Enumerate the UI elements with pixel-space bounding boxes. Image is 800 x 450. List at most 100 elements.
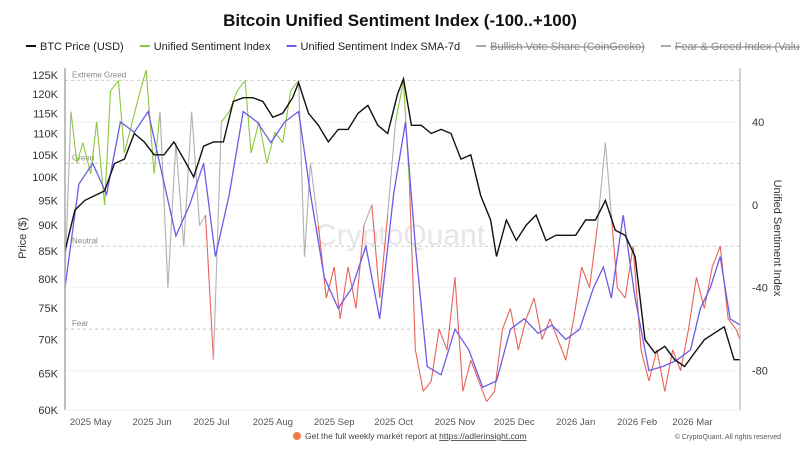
sentiment-segment xyxy=(379,215,389,299)
sentiment-segment xyxy=(517,318,527,351)
sentiment-segment xyxy=(589,225,599,288)
sentiment-segment xyxy=(159,111,169,288)
legend-item-0[interactable]: BTC Price (USD) xyxy=(40,41,124,53)
sentiment-segment xyxy=(596,142,606,226)
sentiment-segment xyxy=(604,142,612,216)
y-left-tick: 65K xyxy=(38,368,58,380)
sentiment-segment xyxy=(266,132,276,164)
sentiment-segment xyxy=(549,318,559,340)
y-right-tick: 0 xyxy=(752,200,758,212)
zone-label: Extreme Greed xyxy=(72,70,126,79)
legend-item-3[interactable]: Bullish Vote Share (CoinGecko) xyxy=(490,41,645,53)
legend: BTC Price (USD) Unified Sentiment Index Un… xyxy=(26,41,800,53)
sentiment-segment xyxy=(204,215,215,361)
y-left-tick: 120K xyxy=(32,89,58,101)
sentiment-segment xyxy=(509,308,519,350)
sentiment-segment xyxy=(462,360,472,392)
sentiment-segment xyxy=(298,80,306,257)
sentiment-segment xyxy=(153,111,161,174)
sentiment-segment xyxy=(735,328,741,340)
report-dot-icon xyxy=(293,432,301,440)
sentiment-segment xyxy=(371,204,381,299)
sentiment-segment xyxy=(199,214,207,226)
sentiment-segment xyxy=(557,339,567,361)
sentiment-segment xyxy=(501,308,511,330)
y-right-label: Unified Sentiment Index xyxy=(771,180,783,297)
x-tick: 2026 Jan xyxy=(556,417,595,428)
sentiment-segment xyxy=(282,90,292,143)
sentiment-segment xyxy=(438,328,448,351)
sentiment-segment xyxy=(117,80,125,154)
sentiment-segment xyxy=(656,349,666,392)
sentiment-segment xyxy=(110,80,119,92)
legend-item-4[interactable]: Fear & Greed Index (Value) xyxy=(675,41,800,53)
sentiment-segment xyxy=(422,380,432,392)
sentiment-segment xyxy=(309,163,319,226)
watermark: CryptoQuant xyxy=(315,219,486,252)
y-left-tick: 80K xyxy=(38,274,58,286)
sentiment-segment xyxy=(339,266,349,319)
footer-text: Get the full weekly market report at htt… xyxy=(305,431,527,441)
y-right-tick: -40 xyxy=(752,283,768,295)
sentiment-segment xyxy=(430,329,440,382)
y-left-tick: 90K xyxy=(38,220,58,232)
sentiment-segment xyxy=(131,90,141,123)
zone-label: Greed xyxy=(72,153,94,162)
sentiment-segment xyxy=(183,111,193,247)
sentiment-segment xyxy=(212,121,222,361)
sentiment-segment xyxy=(355,225,365,309)
x-tick: 2025 Jun xyxy=(133,417,172,428)
sentiment-segment xyxy=(525,297,535,319)
y-left-tick: 125K xyxy=(32,70,58,82)
x-tick: 2026 Mar xyxy=(672,417,712,428)
x-tick: 2025 Nov xyxy=(435,417,476,428)
sentiment-segment xyxy=(387,121,397,216)
sentiment-segment xyxy=(325,266,335,299)
sma-7d-line xyxy=(64,109,741,389)
x-tick: 2025 Oct xyxy=(374,417,413,428)
x-tick: 2025 Dec xyxy=(494,417,535,428)
x-tick: 2025 Sep xyxy=(314,417,355,428)
sentiment-segment xyxy=(533,297,543,340)
sentiment-segment xyxy=(408,184,416,350)
y-left-tick: 70K xyxy=(38,335,58,347)
x-tick: 2025 Aug xyxy=(253,417,293,428)
sentiment-segment xyxy=(395,80,405,122)
sentiment-segment xyxy=(640,349,650,382)
sentiment-segment xyxy=(258,121,268,164)
chart-title: Bitcoin Unified Sentiment Index (-100..+… xyxy=(223,11,577,30)
legend-item-2[interactable]: Unified Sentiment Index SMA-7d xyxy=(301,41,461,53)
sentiment-segment xyxy=(250,121,260,154)
y-left-label: Price ($) xyxy=(17,217,29,259)
y-right-tick: 40 xyxy=(752,117,764,129)
sentiment-segment xyxy=(139,69,147,91)
footer-link[interactable]: https://adlerinsight.com xyxy=(439,431,526,441)
sentiment-segment xyxy=(565,318,575,361)
sentiment-segment xyxy=(191,111,201,226)
legend-item-1[interactable]: Unified Sentiment Index xyxy=(154,41,271,53)
sentiment-segment xyxy=(478,380,488,402)
y-left-tick: 85K xyxy=(38,246,58,258)
sentiment-segment xyxy=(303,163,312,257)
sentiment-segment xyxy=(236,80,246,92)
sentiment-segment xyxy=(664,349,674,392)
sentiment-segment xyxy=(703,266,713,309)
y-right-tick: -80 xyxy=(752,366,768,378)
footer-prefix: Get the full weekly market report at xyxy=(305,431,439,441)
sentiment-segment xyxy=(486,391,495,403)
sentiment-segment xyxy=(470,360,480,382)
zone-label: Fear xyxy=(72,319,89,328)
y-left-tick: 110K xyxy=(33,129,59,141)
sentiment-segment xyxy=(244,80,252,154)
sentiment-segment xyxy=(414,349,424,392)
sentiment-segment xyxy=(333,266,341,319)
sentiment-segment xyxy=(581,266,591,288)
sentiment-segment xyxy=(220,111,230,123)
sentiment-segment xyxy=(648,349,658,382)
sentiment-segment xyxy=(123,121,133,154)
y-left-tick: 105K xyxy=(32,150,58,162)
y-left-tick: 100K xyxy=(32,172,58,184)
sentiment-segment xyxy=(624,246,634,299)
